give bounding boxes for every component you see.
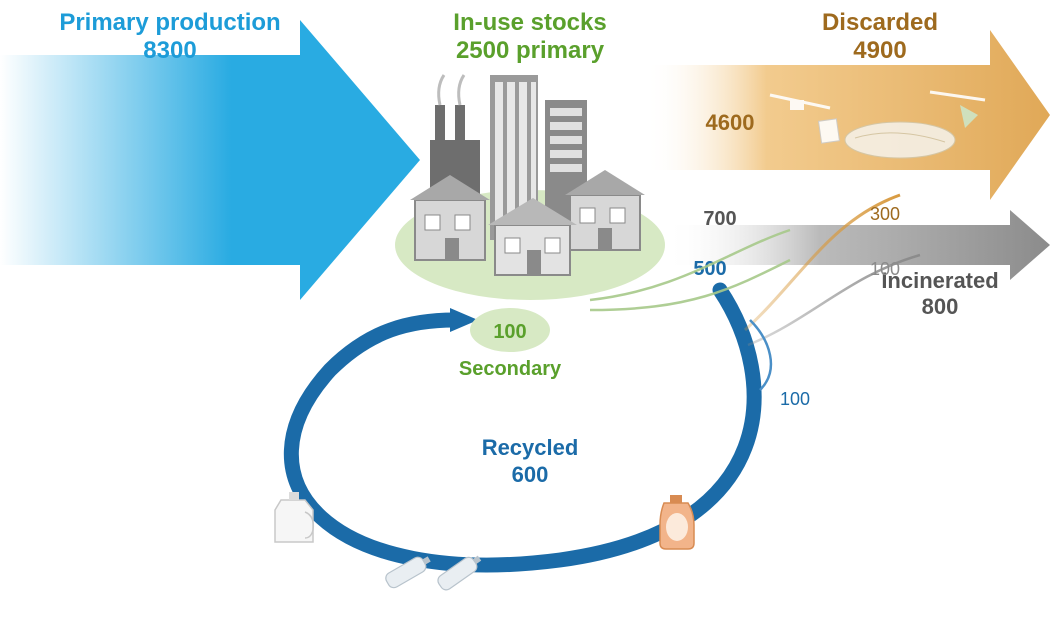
city-icon bbox=[410, 75, 645, 275]
split-100a: 100 bbox=[870, 259, 900, 279]
discarded-title: Discarded bbox=[822, 9, 938, 36]
discarded-value: 4900 bbox=[853, 37, 906, 64]
secondary-value: 100 bbox=[493, 321, 526, 343]
split-300: 300 bbox=[870, 204, 900, 224]
split-700: 700 bbox=[703, 208, 736, 230]
recycled-value: 600 bbox=[512, 462, 549, 487]
in-use-stocks-title: In-use stocks bbox=[453, 9, 606, 36]
recycled-title: Recycled bbox=[482, 435, 579, 460]
primary-production-title: Primary production bbox=[59, 9, 280, 36]
discarded-sub-value: 4600 bbox=[706, 110, 755, 135]
incinerated-value: 800 bbox=[922, 294, 959, 319]
secondary-label: Secondary bbox=[459, 358, 562, 380]
plastic-flow-diagram: Primary production 8300 In-use stocks 25… bbox=[0, 0, 1050, 625]
in-use-stocks-subtitle: 2500 primary bbox=[456, 37, 605, 64]
split-100b: 100 bbox=[780, 389, 810, 409]
primary-production-value: 8300 bbox=[143, 37, 196, 64]
primary-production-arrow bbox=[0, 20, 420, 300]
